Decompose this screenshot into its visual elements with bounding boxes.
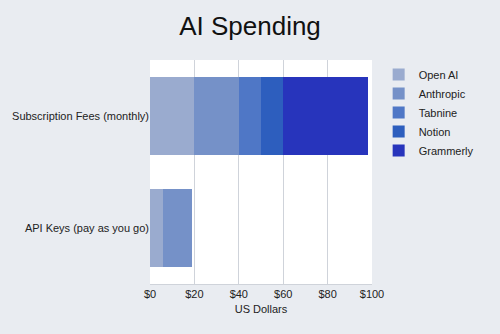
- svg-text:Open AI: Open AI: [419, 69, 459, 81]
- svg-text:Subscription Fees (monthly): Subscription Fees (monthly): [12, 110, 149, 122]
- svg-text:$100: $100: [360, 288, 384, 300]
- svg-text:$60: $60: [274, 288, 292, 300]
- svg-text:AI Spending: AI Spending: [179, 11, 321, 41]
- svg-text:Tabnine: Tabnine: [419, 107, 458, 119]
- svg-text:$20: $20: [185, 288, 203, 300]
- svg-text:Notion: Notion: [419, 126, 451, 138]
- svg-text:US Dollars: US Dollars: [235, 303, 288, 315]
- svg-text:$40: $40: [230, 288, 248, 300]
- svg-text:$80: $80: [318, 288, 336, 300]
- svg-text:$0: $0: [144, 288, 156, 300]
- svg-text:Anthropic: Anthropic: [419, 88, 466, 100]
- svg-text:Grammerly: Grammerly: [419, 145, 474, 157]
- svg-text:API Keys (pay as you go): API Keys (pay as you go): [25, 222, 149, 234]
